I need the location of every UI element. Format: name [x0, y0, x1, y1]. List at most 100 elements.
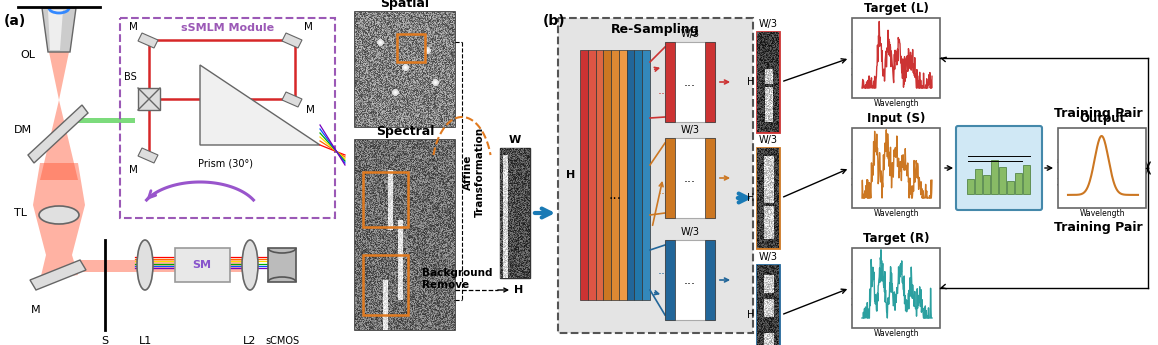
- Bar: [1023, 165, 1029, 194]
- Bar: [362, 172, 408, 227]
- Bar: [1007, 181, 1014, 194]
- Text: ...: ...: [684, 76, 696, 89]
- Text: H: H: [514, 285, 523, 295]
- Text: Affine
Transformation: Affine Transformation: [463, 127, 485, 217]
- Text: Wavelength: Wavelength: [873, 329, 918, 338]
- Polygon shape: [42, 8, 76, 52]
- Bar: [665, 240, 714, 320]
- Ellipse shape: [242, 240, 258, 290]
- Text: Re-Sampling: Re-Sampling: [611, 22, 699, 36]
- Bar: [595, 50, 603, 300]
- Text: S: S: [102, 336, 109, 345]
- Text: ...: ...: [658, 184, 670, 197]
- Bar: [611, 50, 618, 300]
- Bar: [618, 50, 626, 300]
- Text: H: H: [747, 310, 754, 320]
- Polygon shape: [28, 105, 88, 163]
- Bar: [757, 148, 779, 248]
- Bar: [356, 12, 455, 127]
- Bar: [983, 175, 990, 194]
- Bar: [705, 42, 714, 122]
- Bar: [665, 42, 714, 122]
- Text: Training Pair: Training Pair: [1055, 107, 1143, 119]
- Text: Background
Remove: Background Remove: [422, 268, 492, 289]
- Text: Intensity: Intensity: [851, 41, 860, 75]
- Text: ...: ...: [684, 274, 696, 286]
- Bar: [397, 34, 425, 62]
- Text: Training Pair: Training Pair: [1055, 221, 1143, 235]
- Bar: [852, 18, 940, 98]
- Bar: [665, 138, 675, 218]
- Bar: [603, 50, 611, 300]
- Bar: [757, 265, 779, 345]
- Text: Spec2Spec: Spec2Spec: [965, 138, 1033, 148]
- Polygon shape: [283, 33, 302, 48]
- Bar: [267, 248, 296, 282]
- Text: ...: ...: [608, 188, 622, 202]
- Text: W/3: W/3: [681, 125, 699, 135]
- Ellipse shape: [39, 206, 79, 224]
- Text: ...: ...: [684, 171, 696, 185]
- Text: Intensity: Intensity: [1057, 151, 1067, 185]
- Text: Wavelength: Wavelength: [873, 99, 918, 108]
- Bar: [558, 18, 753, 333]
- Text: Output: Output: [1079, 112, 1126, 125]
- Bar: [705, 240, 714, 320]
- Text: M: M: [31, 305, 41, 315]
- Text: W/3: W/3: [681, 227, 699, 237]
- Bar: [665, 240, 675, 320]
- Ellipse shape: [137, 240, 153, 290]
- Bar: [120, 18, 335, 218]
- Text: M: M: [303, 22, 313, 32]
- Text: W: W: [508, 135, 521, 145]
- Text: (a): (a): [3, 14, 27, 28]
- Bar: [999, 167, 1006, 194]
- Bar: [852, 248, 940, 328]
- Bar: [635, 50, 643, 300]
- Text: Spectral: Spectral: [376, 125, 434, 138]
- Polygon shape: [49, 52, 69, 100]
- Text: sSMLM Module: sSMLM Module: [181, 23, 274, 33]
- Text: Wavelength: Wavelength: [1079, 209, 1124, 218]
- Polygon shape: [75, 118, 135, 123]
- Polygon shape: [32, 163, 85, 205]
- Text: Intensity: Intensity: [851, 271, 860, 305]
- Polygon shape: [30, 260, 86, 290]
- Bar: [500, 148, 530, 278]
- Bar: [975, 169, 982, 194]
- Text: ...: ...: [658, 264, 670, 276]
- Polygon shape: [41, 255, 78, 280]
- Text: M: M: [129, 22, 138, 32]
- Text: M: M: [129, 165, 138, 175]
- Bar: [626, 50, 635, 300]
- Bar: [705, 138, 714, 218]
- Polygon shape: [78, 260, 250, 272]
- Text: Target (L): Target (L): [864, 2, 929, 15]
- Text: Wavelength: Wavelength: [873, 209, 918, 218]
- Bar: [1058, 128, 1146, 208]
- Text: Intensity: Intensity: [851, 151, 860, 185]
- Text: M: M: [306, 105, 315, 115]
- Bar: [757, 32, 779, 132]
- Text: H: H: [747, 77, 754, 87]
- Bar: [665, 138, 714, 218]
- Bar: [588, 50, 595, 300]
- Text: Spatial: Spatial: [381, 0, 430, 10]
- Bar: [852, 128, 940, 208]
- Text: H: H: [677, 77, 686, 87]
- Bar: [665, 42, 675, 122]
- Bar: [362, 255, 408, 315]
- Text: sCMOS: sCMOS: [265, 336, 299, 345]
- Text: L1: L1: [138, 336, 152, 345]
- Polygon shape: [200, 65, 320, 145]
- Text: ...: ...: [658, 83, 670, 97]
- Bar: [991, 160, 998, 194]
- Text: W/3: W/3: [681, 29, 699, 39]
- Bar: [356, 140, 455, 330]
- Text: DM: DM: [14, 125, 32, 135]
- Text: H: H: [677, 173, 686, 183]
- Polygon shape: [138, 148, 157, 163]
- Text: W/3: W/3: [758, 135, 777, 145]
- Polygon shape: [283, 92, 302, 107]
- Text: BS: BS: [124, 72, 137, 82]
